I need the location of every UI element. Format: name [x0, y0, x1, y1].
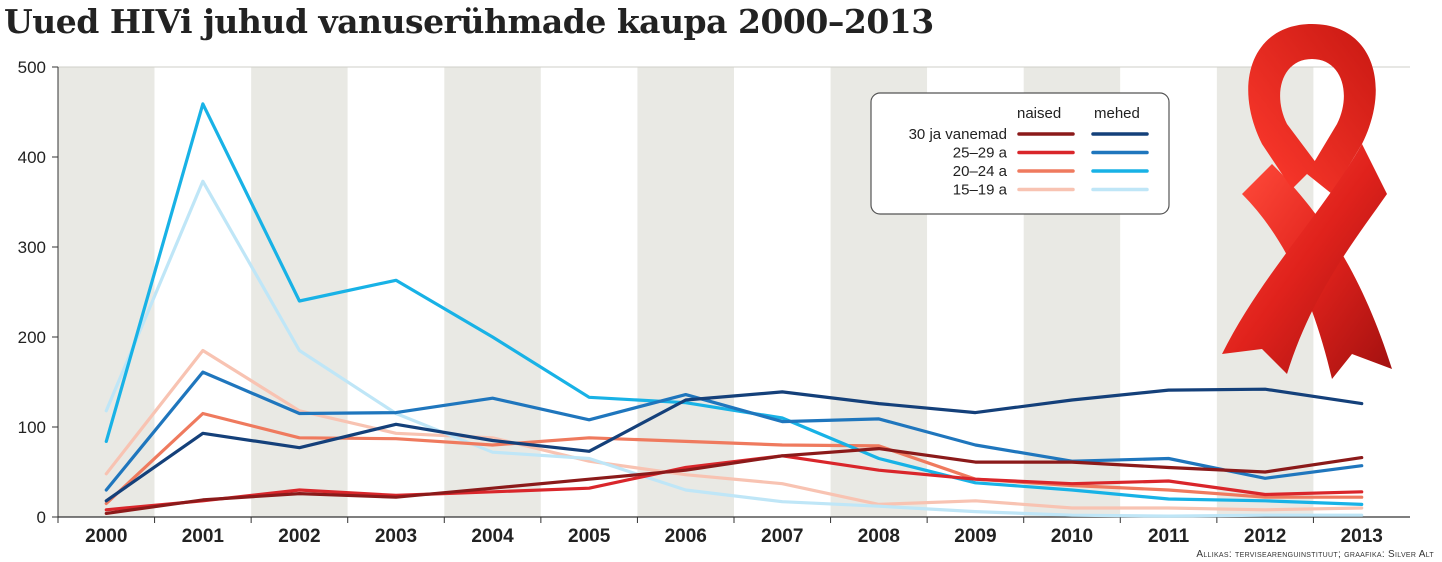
- x-tick-label: 2007: [761, 526, 803, 547]
- x-tick-label: 2005: [568, 526, 611, 547]
- y-tick-label: 500: [18, 58, 46, 77]
- y-tick-label: 100: [18, 418, 46, 437]
- x-tick-label: 2006: [665, 526, 707, 547]
- grid-band: [347, 67, 445, 517]
- series-line-mehed-5: [104, 370, 1364, 492]
- legend-label: 30 ja vanemad: [909, 126, 1007, 143]
- legend-col-men: mehed: [1094, 105, 1140, 122]
- grid-band: [734, 67, 831, 517]
- series-line-mehed-7: [104, 179, 1364, 518]
- legend-label: 20–24 a: [953, 163, 1008, 180]
- y-axis: 0 100 200 300 400 500: [18, 58, 59, 527]
- x-tick-label: 2002: [278, 526, 320, 547]
- legend-label: 15–19 a: [953, 182, 1008, 199]
- grid-band: [637, 67, 734, 517]
- x-tick-label: 2003: [375, 526, 417, 547]
- grid-band: [154, 67, 252, 517]
- legend-label: 25–29 a: [953, 145, 1008, 162]
- x-tick-label: 2001: [182, 526, 225, 547]
- chart-title: Uued HIVi juhud vanuserühmade kaupa 2000…: [4, 2, 934, 41]
- x-tick-label: 2008: [858, 526, 900, 547]
- legend: naised mehed 30 ja vanemad 25–29 a20–24 a…: [870, 92, 1170, 215]
- series-lines: [104, 102, 1364, 518]
- x-tick-label: 2013: [1341, 526, 1383, 547]
- series-line-naised-0: [104, 447, 1364, 516]
- x-axis: 2000 2001 2002 2003 2004 2005 2006 2007 2008 2009…: [57, 516, 1410, 547]
- series-line-mehed-6: [104, 102, 1364, 506]
- y-tick-label: 200: [18, 328, 46, 347]
- grid-band: [444, 67, 541, 517]
- x-tick-label: 2011: [1148, 526, 1190, 547]
- y-tick-label: 300: [18, 238, 46, 257]
- series-line-mehed-4: [104, 387, 1364, 503]
- red-ribbon-icon: [1222, 24, 1392, 379]
- x-tick-label: 2009: [954, 526, 996, 547]
- grid-bands: [58, 66, 1410, 517]
- x-tick-label: 2004: [471, 526, 514, 547]
- y-tick-label: 400: [18, 148, 46, 167]
- grid-band: [540, 67, 638, 517]
- series-line-naised-2: [104, 411, 1364, 506]
- source-note: Allikas: tervisearenguinstituut; graafik…: [1196, 549, 1434, 560]
- legend-col-women: naised: [1017, 105, 1061, 122]
- x-tick-label: 2010: [1051, 526, 1093, 547]
- y-tick-label: 0: [37, 508, 46, 527]
- x-tick-label: 2012: [1244, 526, 1286, 547]
- x-tick-label: 2000: [85, 526, 127, 547]
